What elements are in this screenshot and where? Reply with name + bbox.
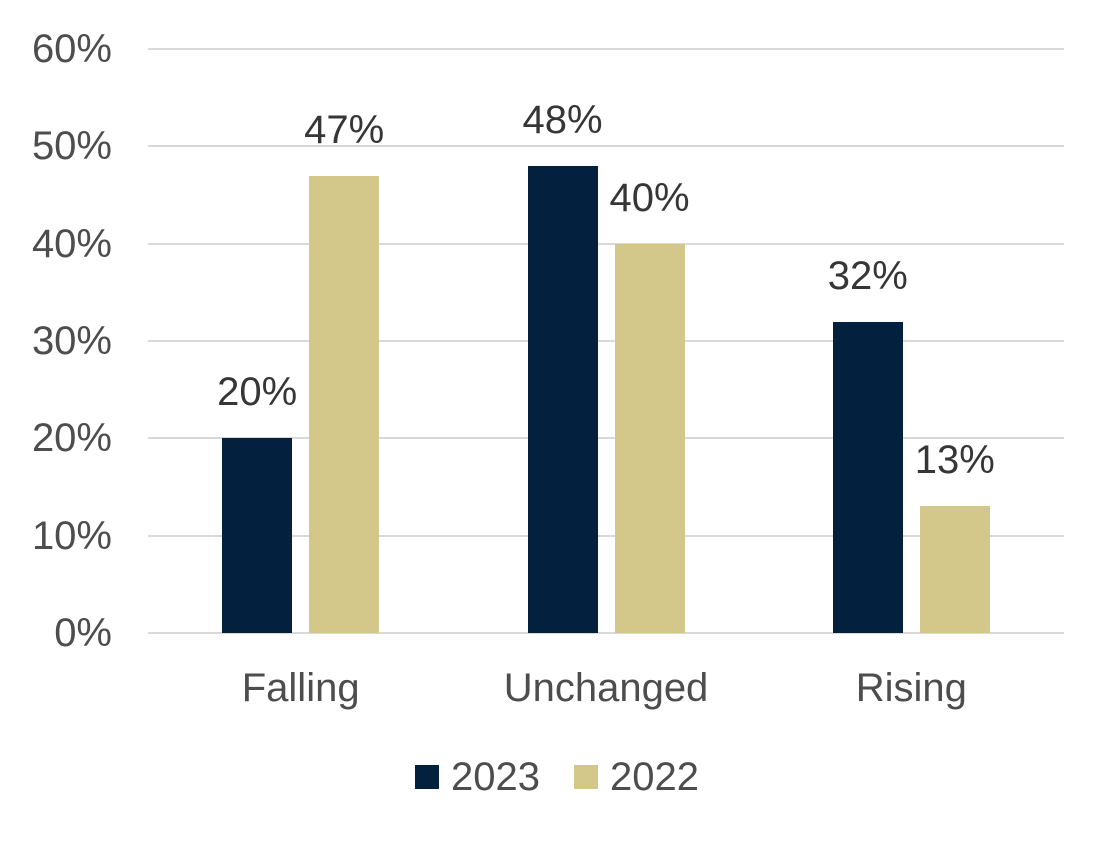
gridline bbox=[148, 340, 1064, 342]
bar-2022-unchanged bbox=[614, 243, 685, 633]
y-axis-tick-label: 50% bbox=[31, 124, 112, 169]
data-label-2023-falling: 20% bbox=[217, 370, 298, 415]
y-axis-tick-label: 0% bbox=[54, 611, 112, 655]
legend-entry-2022: 2022 bbox=[574, 755, 699, 799]
legend-swatch-icon bbox=[415, 765, 440, 789]
gridline bbox=[148, 437, 1064, 440]
y-axis-tick-label: 40% bbox=[31, 221, 112, 266]
legend-label: 2023 bbox=[451, 755, 540, 799]
bar-2023-unchanged bbox=[527, 165, 598, 633]
gridline bbox=[148, 145, 1064, 148]
bar-2022-falling bbox=[309, 175, 380, 633]
x-axis-category-label: Rising bbox=[855, 666, 967, 710]
data-label-2023-unchanged: 48% bbox=[522, 97, 603, 142]
y-axis-tick-label: 10% bbox=[31, 513, 112, 558]
legend-label: 2022 bbox=[610, 755, 699, 799]
x-axis-category-label: Falling bbox=[241, 666, 360, 710]
data-label-2022-rising: 13% bbox=[914, 438, 995, 483]
y-axis-tick-label: 60% bbox=[31, 27, 112, 71]
gridline bbox=[148, 632, 1064, 634]
bar-2023-falling bbox=[222, 438, 293, 633]
legend: 2023 2022 bbox=[0, 755, 1114, 799]
gridline bbox=[148, 242, 1064, 245]
y-axis-tick-label: 30% bbox=[31, 319, 112, 363]
data-label-2023-rising: 32% bbox=[827, 253, 908, 298]
bar-2023-rising bbox=[832, 321, 903, 633]
legend-swatch-icon bbox=[574, 765, 598, 789]
bar-2022-rising bbox=[919, 506, 990, 633]
legend-entry-2023: 2023 bbox=[415, 755, 540, 799]
data-label-2022-falling: 47% bbox=[304, 107, 385, 152]
gridline bbox=[148, 48, 1064, 50]
x-axis-category-label: Unchanged bbox=[503, 666, 709, 710]
gridline bbox=[148, 534, 1064, 537]
data-label-2022-unchanged: 40% bbox=[609, 175, 690, 220]
y-axis-tick-label: 20% bbox=[31, 416, 112, 461]
